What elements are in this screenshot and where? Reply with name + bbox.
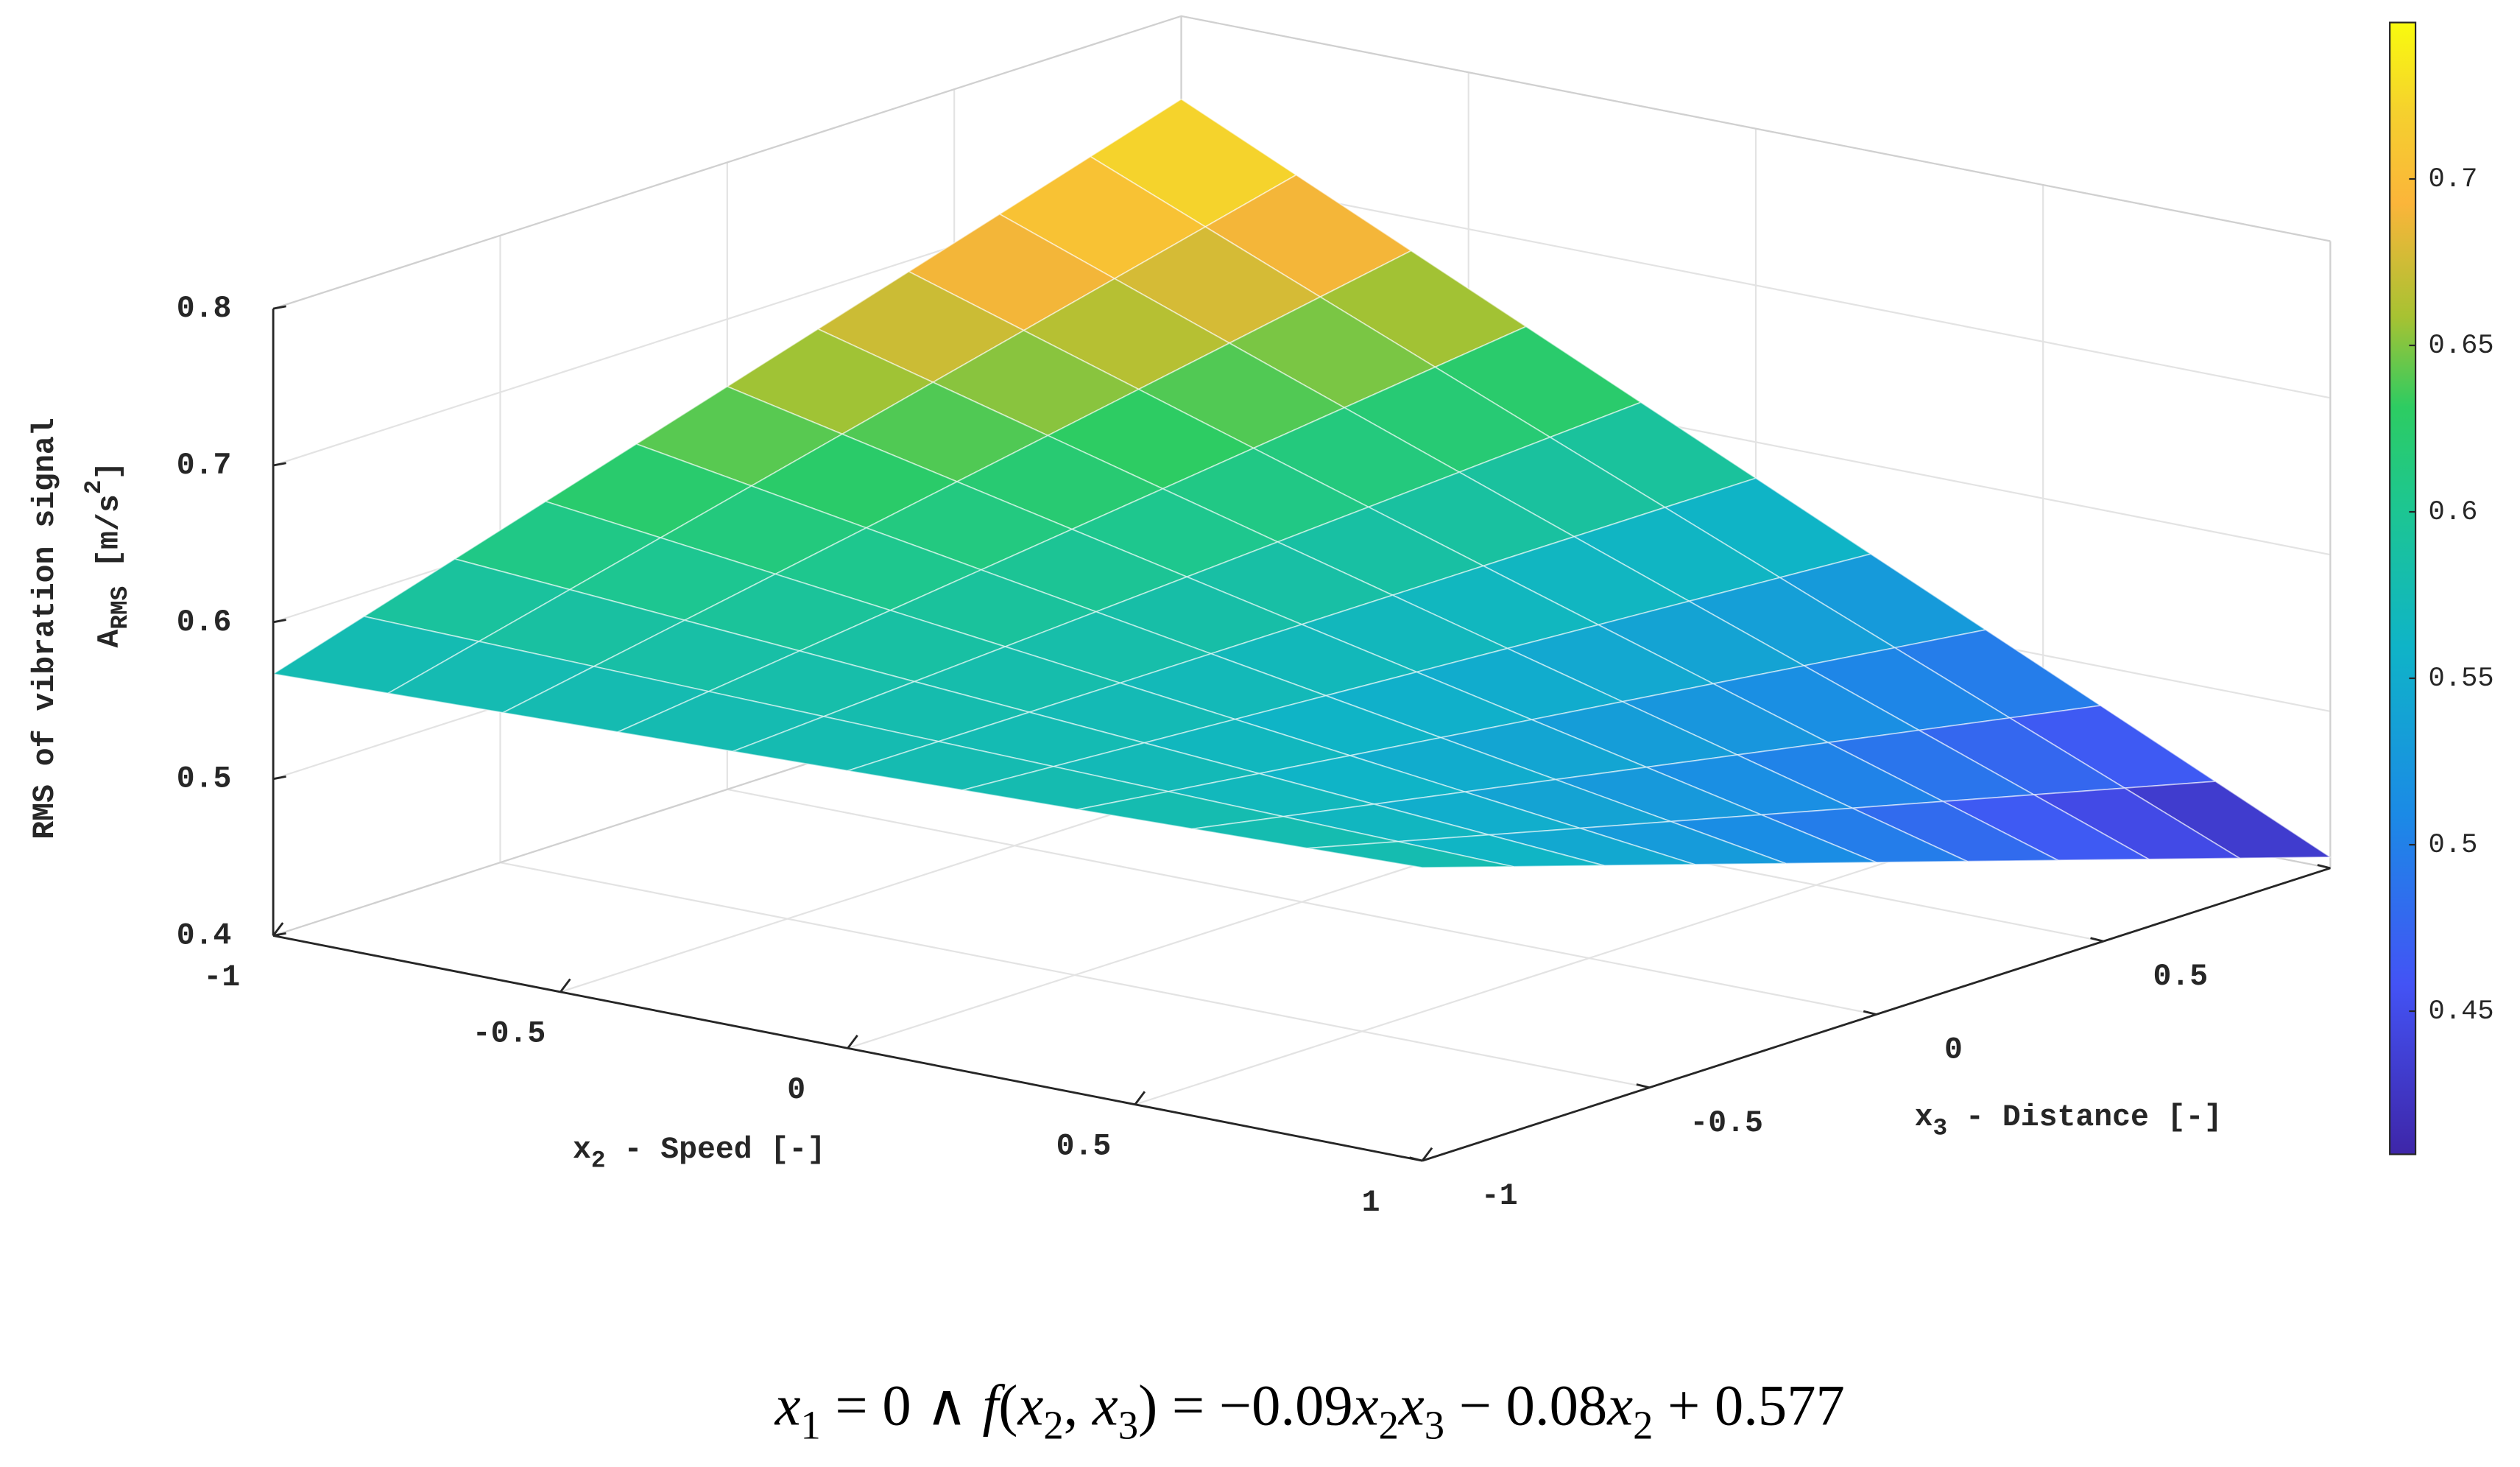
x-tick: [1134, 1091, 1146, 1105]
x-tick-label: 0: [787, 1073, 805, 1108]
y-tick: [1863, 1010, 1877, 1016]
caption-part: x: [1017, 1373, 1043, 1438]
caption-part: 1: [800, 1402, 820, 1447]
caption-part: (: [998, 1373, 1017, 1438]
z-tick-label: 0.5: [177, 762, 232, 797]
caption-part: 2: [1043, 1402, 1063, 1447]
y-axis-label-part: 3: [1933, 1114, 1948, 1141]
x-axis-label: x2 - Speed [-]: [573, 1133, 825, 1174]
x-tick-label: 0.5: [1056, 1129, 1112, 1164]
x-axis: [272, 935, 1423, 1162]
y-tick: [1636, 1083, 1650, 1089]
y-axis-label: x3 - Distance [-]: [1915, 1100, 2223, 1141]
surface-cell: [1307, 840, 1514, 868]
z-axis-label-part: 2: [80, 480, 107, 495]
y-tick-label: -1: [1481, 1179, 1518, 1214]
z-axis-label-part: ]: [92, 462, 127, 480]
x-tick-label: -1: [203, 960, 240, 995]
colorbar-tick-label: 0.45: [2429, 996, 2494, 1027]
x-axis-label-part: x: [573, 1133, 591, 1167]
caption-part: x: [774, 1373, 801, 1438]
z-axis-label-part: RMS of vibration signal: [28, 418, 63, 839]
x-axis-label-part: - Speed [-]: [606, 1133, 826, 1167]
z-tick: [272, 462, 286, 467]
y-tick: [1409, 1156, 1423, 1162]
caption-part: x: [1092, 1373, 1118, 1438]
z-axis-label: ARMS [m/s2]: [80, 462, 134, 648]
z-tick-label: 0.8: [177, 292, 232, 326]
caption-part: − 0.08: [1444, 1373, 1607, 1438]
colorbar-tick-label: 0.5: [2429, 830, 2478, 861]
x-tick: [560, 978, 571, 993]
z-axis-label-part: [m/s: [92, 494, 127, 585]
caption-part: 3: [1425, 1402, 1444, 1447]
caption-part: 2: [1379, 1402, 1399, 1447]
z-tick-label: 0.6: [177, 605, 232, 640]
colorbar: [2389, 21, 2417, 1155]
colorbar-tick-label: 0.7: [2429, 164, 2478, 195]
colorbar-tick-label: 0.6: [2429, 497, 2478, 528]
x-tick: [272, 922, 284, 937]
caption-part: ) = −0.09: [1138, 1373, 1353, 1438]
y-tick-label: 0: [1944, 1032, 1963, 1067]
y-axis-label-part: x: [1915, 1100, 1933, 1135]
caption-part: x: [1398, 1373, 1425, 1438]
caption-part: x: [1352, 1373, 1379, 1438]
z-tick: [272, 775, 286, 781]
z-axis-label: RMS of vibration signal: [28, 418, 63, 839]
y-tick: [2317, 864, 2331, 870]
caption: x1 = 0 ∧ f(x2, x3) = −0.09x2x3 − 0.08x2 …: [774, 1373, 1845, 1447]
caption-part: 2: [1633, 1402, 1653, 1447]
caption-part: x: [1606, 1373, 1633, 1438]
x-tick-label: -0.5: [473, 1017, 546, 1052]
z-tick: [272, 932, 286, 937]
caption-part: 3: [1118, 1402, 1138, 1447]
z-axis-label-part: A: [92, 630, 127, 648]
y-axis-label-part: - Distance [-]: [1947, 1100, 2222, 1135]
y-tick-label: 0.5: [2153, 960, 2208, 994]
colorbar-tick-label: 0.55: [2429, 664, 2494, 694]
z-tick-label: 0.4: [177, 918, 232, 953]
y-tick-label: -0.5: [1690, 1106, 1763, 1141]
x-tick: [847, 1035, 858, 1049]
z-tick: [272, 305, 286, 310]
colorbar-tick-label: 0.65: [2429, 331, 2494, 362]
z-axis-label-part: RMS: [107, 586, 134, 630]
x-tick: [1421, 1147, 1433, 1161]
x-axis-label-part: 2: [591, 1147, 606, 1174]
caption-part: = 0 ∧: [821, 1373, 983, 1438]
x-tick-label: 1: [1362, 1186, 1380, 1220]
y-tick: [2090, 937, 2104, 943]
z-tick: [272, 619, 286, 624]
caption-part: + 0.577: [1653, 1373, 1844, 1438]
z-tick-label: 0.7: [177, 448, 232, 483]
caption-part: ,: [1064, 1373, 1093, 1438]
